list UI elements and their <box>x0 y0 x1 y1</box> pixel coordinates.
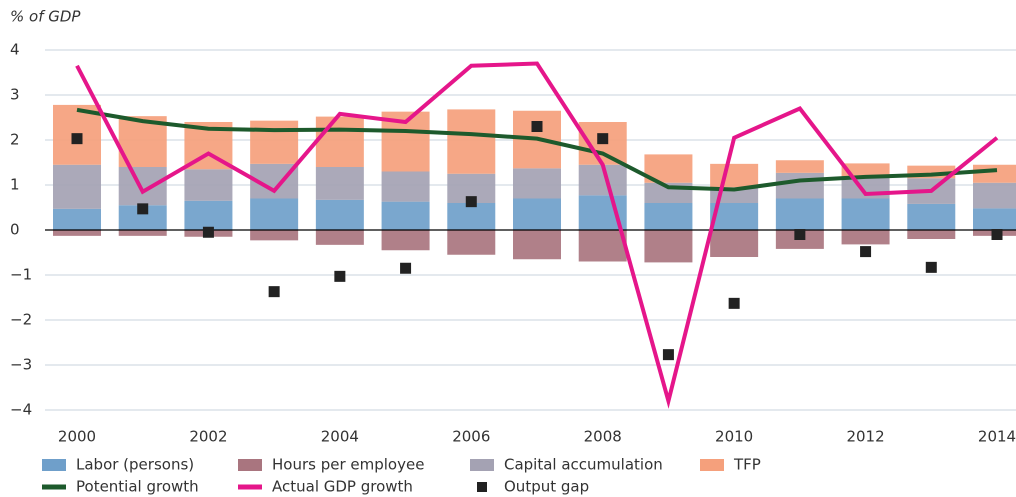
bar <box>644 203 693 230</box>
point <box>531 121 543 132</box>
legend-label: Capital accumulation <box>504 456 663 474</box>
bar <box>381 230 430 251</box>
bar <box>775 198 824 230</box>
bar <box>644 230 693 263</box>
bar <box>250 120 299 164</box>
y-tick-label: 0 <box>10 221 20 239</box>
x-tick-label: 2004 <box>321 428 359 446</box>
legend-swatch <box>238 459 262 471</box>
bar <box>841 230 890 245</box>
point <box>991 229 1003 240</box>
point <box>465 196 477 208</box>
bar <box>973 182 1016 209</box>
legend-label: TFP <box>733 456 761 474</box>
bar <box>315 230 364 245</box>
y-tick-label: 1 <box>10 176 20 194</box>
y-tick-label: −1 <box>10 266 32 284</box>
line <box>76 107 998 192</box>
bar <box>513 230 561 260</box>
x-tick-label: 2010 <box>715 428 753 446</box>
bar <box>973 164 1016 183</box>
legend-label: Labor (persons) <box>76 456 194 474</box>
bar <box>250 230 299 241</box>
x-tick-label: 2008 <box>584 428 622 446</box>
y-tick-label: 3 <box>10 86 20 104</box>
point <box>400 262 412 274</box>
x-tick-label: 2012 <box>846 428 884 446</box>
legend-swatch <box>477 482 487 492</box>
bar <box>315 116 364 167</box>
bar <box>118 230 167 236</box>
legend-swatch <box>42 484 66 490</box>
legend-label: Potential growth <box>76 478 199 496</box>
y-tick-label: 2 <box>10 131 20 149</box>
point <box>794 229 806 240</box>
bar <box>53 230 101 236</box>
x-tick-label: 2006 <box>452 428 490 446</box>
point <box>597 133 609 145</box>
legend-swatch <box>470 459 494 471</box>
legend-swatch <box>700 459 724 471</box>
point <box>137 203 149 215</box>
bar <box>710 230 759 257</box>
bar <box>381 171 430 202</box>
bar <box>447 203 496 230</box>
x-tick-label: 2002 <box>189 428 227 446</box>
bar <box>841 198 890 230</box>
point <box>860 246 872 258</box>
bar <box>578 230 627 262</box>
y-axis-label: % of GDP <box>10 8 81 26</box>
bar <box>184 169 233 201</box>
bar <box>973 208 1016 230</box>
bar <box>315 167 364 200</box>
bar <box>250 198 299 230</box>
legend-swatch <box>238 484 262 490</box>
point <box>268 286 280 298</box>
legend-swatch <box>42 459 66 471</box>
point <box>334 270 346 282</box>
y-tick-label: −3 <box>10 356 32 374</box>
x-tick-label: 2014 <box>978 428 1016 446</box>
bar <box>907 230 956 239</box>
bar <box>710 163 759 188</box>
legend-label: Hours per employee <box>272 456 424 474</box>
bar <box>118 167 167 206</box>
bar <box>513 198 561 230</box>
y-tick-label: −4 <box>10 401 32 419</box>
y-tick-label: 4 <box>10 41 20 59</box>
bar <box>907 203 956 230</box>
bar <box>447 230 496 255</box>
bar <box>315 199 364 230</box>
bar <box>53 164 101 209</box>
point <box>202 226 214 238</box>
bar <box>513 168 561 199</box>
legend-label: Actual GDP growth <box>272 478 413 496</box>
point <box>71 133 83 145</box>
bar <box>447 109 496 174</box>
bar <box>841 163 890 176</box>
bar <box>775 160 824 173</box>
legend-label: Output gap <box>504 478 589 496</box>
point <box>662 349 674 361</box>
point <box>925 261 937 273</box>
bar <box>53 208 101 230</box>
line <box>75 61 999 409</box>
bar <box>381 201 430 230</box>
point <box>728 297 740 309</box>
bar <box>184 200 233 230</box>
x-tick-label: 2000 <box>58 428 96 446</box>
y-tick-label: −2 <box>10 311 32 329</box>
bar <box>775 172 824 199</box>
